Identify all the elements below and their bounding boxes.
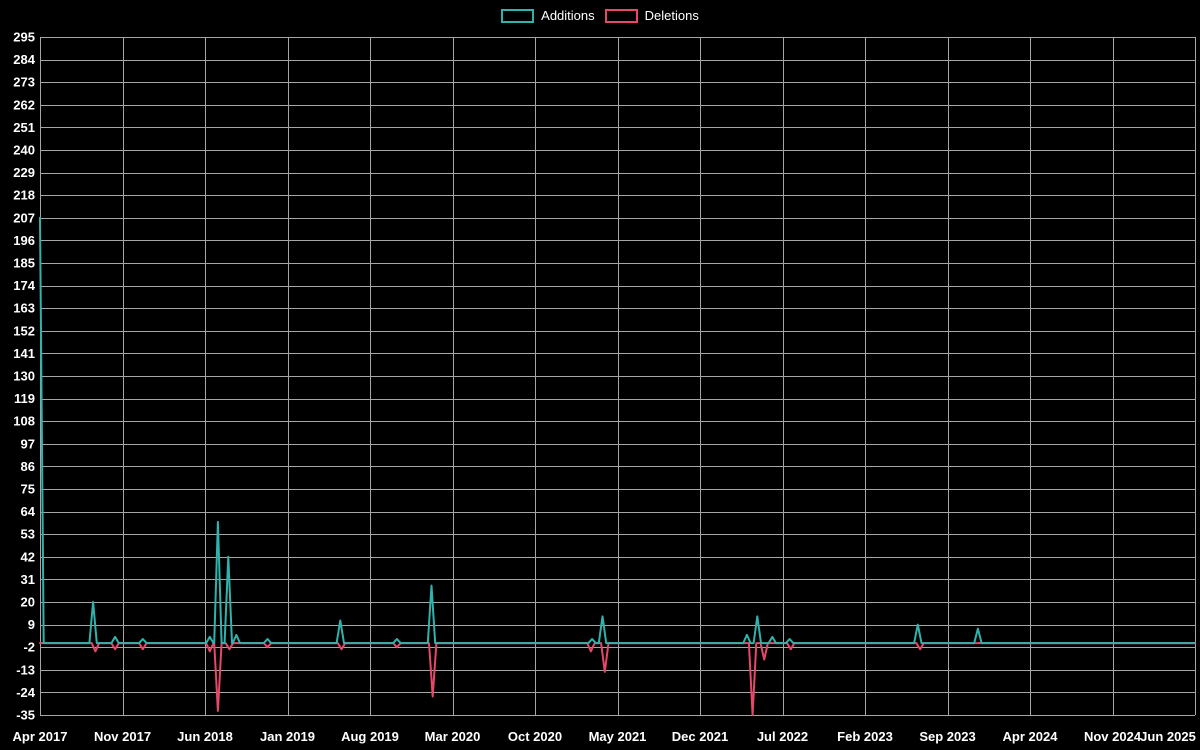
svg-text:Jun 2025: Jun 2025 (1140, 729, 1196, 744)
svg-text:Sep 2023: Sep 2023 (919, 729, 975, 744)
legend-item-additions[interactable]: Additions (501, 7, 595, 25)
svg-text:163: 163 (13, 301, 35, 316)
svg-text:Jun 2018: Jun 2018 (177, 729, 233, 744)
svg-text:Nov 2017: Nov 2017 (94, 729, 151, 744)
svg-text:42: 42 (21, 549, 35, 564)
svg-text:-24: -24 (16, 685, 36, 700)
svg-text:141: 141 (13, 346, 35, 361)
deletions-swatch-icon (604, 9, 638, 23)
svg-text:284: 284 (13, 52, 35, 67)
svg-text:75: 75 (21, 482, 35, 497)
svg-text:Oct 2020: Oct 2020 (508, 729, 562, 744)
svg-text:Mar 2020: Mar 2020 (425, 729, 481, 744)
svg-text:Apr 2024: Apr 2024 (1003, 729, 1059, 744)
additions-line (39, 216, 1196, 645)
svg-text:31: 31 (21, 572, 35, 587)
chart-legend: Additions Deletions (0, 7, 1200, 25)
svg-text:Feb 2023: Feb 2023 (837, 729, 893, 744)
svg-text:97: 97 (21, 436, 35, 451)
svg-text:53: 53 (21, 527, 35, 542)
svg-text:20: 20 (21, 595, 35, 610)
svg-text:Dec 2021: Dec 2021 (672, 729, 728, 744)
svg-text:295: 295 (13, 30, 35, 45)
svg-text:229: 229 (13, 165, 35, 180)
svg-text:86: 86 (21, 459, 35, 474)
svg-text:251: 251 (13, 120, 35, 135)
grid-lines (40, 37, 1196, 716)
svg-text:130: 130 (13, 369, 35, 384)
svg-text:-13: -13 (16, 662, 35, 677)
svg-text:152: 152 (13, 323, 35, 338)
legend-label-deletions: Deletions (644, 8, 699, 23)
svg-text:-35: -35 (16, 708, 35, 723)
legend-item-deletions[interactable]: Deletions (604, 7, 699, 25)
svg-text:Apr 2017: Apr 2017 (13, 729, 68, 744)
svg-text:May 2021: May 2021 (589, 729, 647, 744)
svg-text:64: 64 (21, 504, 36, 519)
y-axis-labels: 295 284 273 262 251 240 229 218 207 196 185 174 163 1… (13, 30, 35, 723)
x-axis-labels: Apr 2017 Nov 2017 Jun 2018 Jan 2019 Aug 2019… (13, 729, 1196, 744)
deletions-line (39, 642, 1196, 716)
svg-text:Aug 2019: Aug 2019 (341, 729, 399, 744)
svg-text:240: 240 (13, 143, 35, 158)
additions-swatch-icon (501, 9, 535, 23)
svg-text:-2: -2 (23, 640, 35, 655)
svg-text:Jan 2019: Jan 2019 (260, 729, 315, 744)
svg-text:207: 207 (13, 210, 35, 225)
svg-text:262: 262 (13, 97, 35, 112)
svg-text:185: 185 (13, 256, 35, 271)
svg-text:218: 218 (13, 188, 35, 203)
svg-text:Nov 2024: Nov 2024 (1084, 729, 1142, 744)
svg-text:108: 108 (13, 414, 35, 429)
svg-text:174: 174 (13, 278, 35, 293)
svg-text:119: 119 (14, 391, 35, 406)
svg-text:273: 273 (13, 75, 35, 90)
svg-text:Jul 2022: Jul 2022 (757, 729, 808, 744)
legend-label-additions: Additions (541, 8, 595, 23)
svg-text:9: 9 (28, 617, 35, 632)
svg-text:196: 196 (13, 233, 35, 248)
